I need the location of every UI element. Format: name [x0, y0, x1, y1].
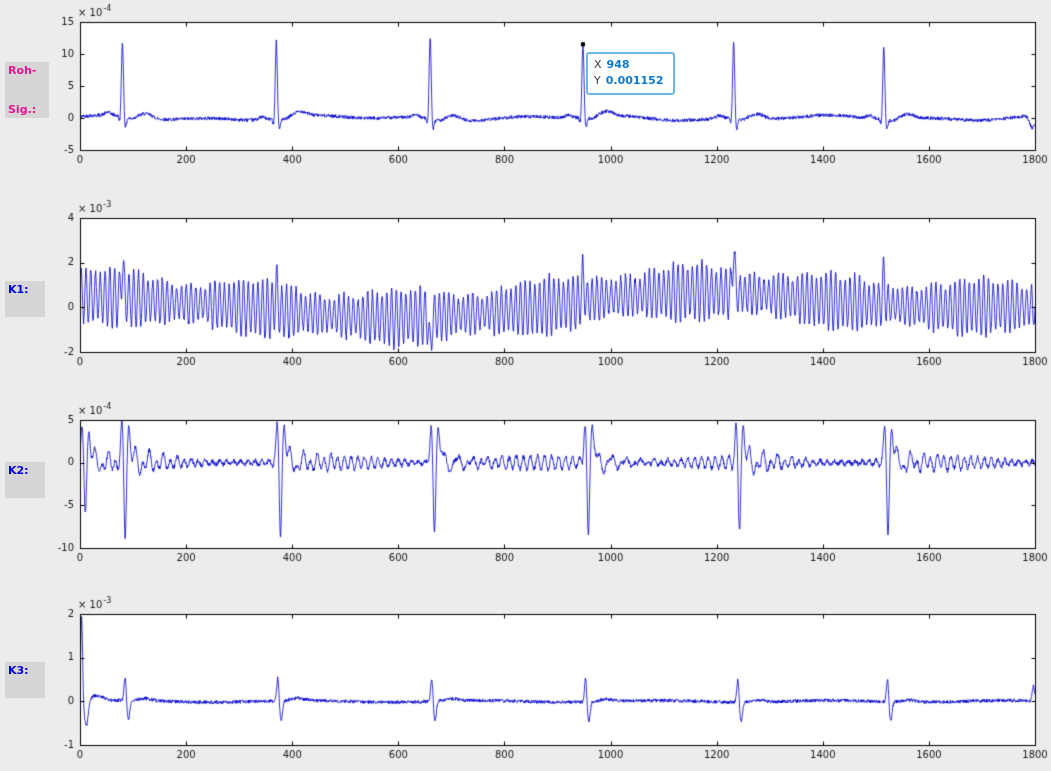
- label-k1: K1:: [5, 281, 45, 317]
- label-rohsig-line2: Sig.:: [8, 103, 37, 116]
- label-rohsig-line1: Roh-: [8, 64, 37, 77]
- label-k1-text: K1:: [8, 283, 29, 296]
- datatip[interactable]: X 948 Y 0.001152: [586, 52, 675, 95]
- datatip-x-value: 948: [606, 58, 630, 71]
- label-k3-text: K3:: [8, 664, 29, 677]
- label-k3: K3:: [5, 662, 45, 698]
- datatip-y-label: Y: [594, 74, 601, 87]
- label-rohsig: Roh- Sig.:: [5, 62, 49, 118]
- label-k2-text: K2:: [8, 464, 29, 477]
- label-k2: K2:: [5, 462, 45, 498]
- datatip-x-row: X 948: [594, 57, 664, 73]
- datatip-y-value: 0.001152: [605, 74, 664, 87]
- datatip-y-row: Y 0.001152: [594, 73, 664, 89]
- datatip-x-label: X: [594, 58, 602, 71]
